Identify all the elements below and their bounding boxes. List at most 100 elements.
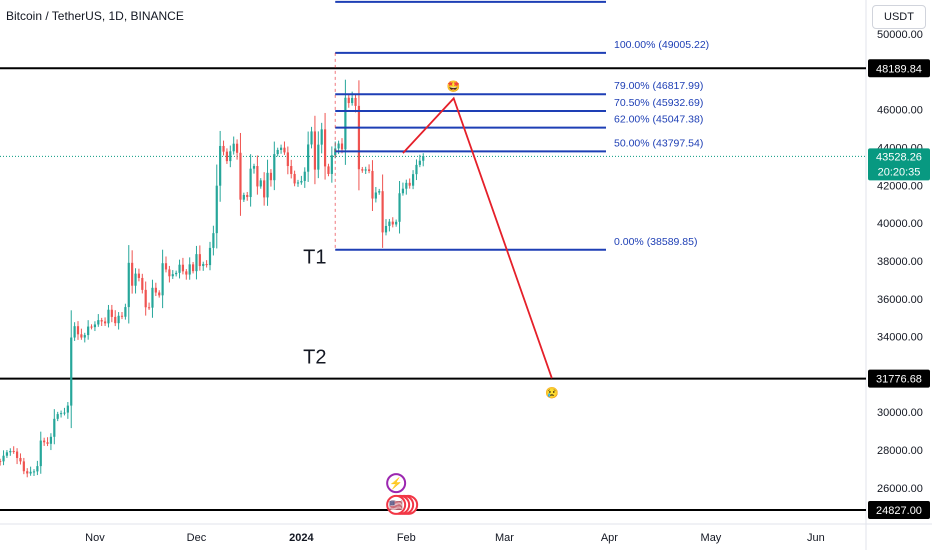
candle-body [296, 182, 300, 184]
candle-body [76, 326, 80, 335]
candle-body [229, 151, 232, 162]
emoji-marker: 😢 [545, 387, 559, 400]
candle-body [310, 131, 313, 145]
y-tick-label: 34000.00 [877, 332, 923, 344]
currency-unit-selector[interactable]: USDT [872, 5, 926, 29]
candle-body [378, 191, 381, 193]
event-marker-circle[interactable] [386, 473, 407, 494]
candle-body [151, 287, 154, 308]
price-level-tag-text: 31776.68 [876, 374, 922, 386]
candle-body [39, 440, 42, 467]
price-level-tag [868, 369, 930, 388]
candle-body [107, 309, 110, 324]
event-marker-circle[interactable] [386, 494, 407, 515]
candle-body [103, 321, 107, 324]
candle-body [171, 274, 174, 277]
candle-body [2, 455, 5, 462]
candle-body [131, 262, 134, 286]
candle-body [381, 191, 384, 233]
projection-path[interactable] [402, 96, 553, 379]
candle-body [222, 145, 225, 152]
candle-body [93, 324, 97, 328]
price-level-tag [868, 501, 930, 520]
x-tick-label: 2024 [289, 532, 314, 544]
candle-body [46, 442, 49, 444]
candle-body [320, 129, 323, 145]
candle-body [215, 185, 218, 234]
candle-body [367, 169, 371, 171]
candle-body [15, 451, 19, 458]
candle-body [19, 457, 22, 462]
candle-body [63, 412, 66, 414]
candle-body [117, 315, 120, 324]
candle-body [405, 182, 408, 189]
price-level-tag [868, 59, 930, 78]
x-tick-label: May [701, 532, 722, 544]
candle-body [313, 131, 317, 170]
fib-level-label: 100.00% (49005.22) [614, 39, 709, 51]
candle-body [49, 436, 53, 444]
candle-body [242, 194, 245, 200]
candle-body [208, 247, 212, 266]
candle-body [246, 194, 249, 198]
candle-body [273, 154, 276, 181]
chart-title: Bitcoin / TetherUS, 1D, BINANCE [6, 9, 184, 23]
candle-body [398, 193, 401, 222]
candle-body [357, 105, 361, 170]
candle-body [415, 164, 418, 175]
candle-body [154, 287, 157, 293]
fib-level-label: 79.00% (46817.99) [614, 80, 703, 92]
candle-body [256, 166, 259, 187]
candle-body [70, 337, 73, 406]
candle-body [144, 289, 147, 308]
candle-body [127, 262, 130, 308]
y-tick-label: 36000.00 [877, 294, 923, 306]
candle-body [188, 264, 191, 275]
candle-body [364, 169, 367, 171]
candle-body [249, 168, 252, 198]
price-level-tag-text: 48189.84 [876, 63, 922, 75]
y-tick-label: 26000.00 [877, 483, 923, 495]
candle-body [97, 320, 100, 325]
candle-body [300, 180, 303, 183]
y-tick-label: 40000.00 [877, 218, 923, 230]
candle-body [181, 264, 185, 272]
candle-body [110, 309, 113, 317]
candle-body [66, 405, 69, 413]
candle-body [340, 143, 344, 150]
candle-body [276, 149, 279, 155]
candle-body [323, 129, 327, 167]
candle-body [263, 180, 266, 198]
y-tick-label: 28000.00 [877, 445, 923, 457]
candle-body [286, 152, 289, 167]
candle-body [59, 413, 63, 415]
candle-body [168, 269, 171, 277]
candle-body [0, 461, 2, 463]
y-tick-label: 50000.00 [877, 29, 923, 41]
candle-body [337, 143, 340, 149]
x-tick-label: Mar [495, 532, 514, 544]
candle-body [29, 471, 32, 474]
candle-body [344, 97, 347, 150]
candle-body [83, 335, 86, 338]
x-tick-label: Jun [807, 532, 825, 544]
candle-body [371, 170, 374, 199]
emoji-marker: 🤩 [447, 80, 461, 93]
candle-body [158, 292, 161, 296]
candle-body [354, 97, 357, 106]
candle-body [259, 180, 262, 187]
fib-level-label: 70.50% (45932.69) [614, 97, 703, 109]
candle-body [347, 97, 350, 104]
candle-body [418, 160, 421, 165]
candle-body [235, 143, 239, 153]
candle-body [401, 188, 405, 194]
candle-body [330, 155, 333, 174]
fib-level-label: 0.00% (38589.85) [614, 236, 697, 248]
candle-body [317, 144, 320, 170]
annotation-label: T2 [303, 346, 326, 368]
candle-body [43, 440, 46, 443]
event-marker-icon: 🇺🇸 [389, 499, 403, 512]
bar-countdown-text: 20:20:35 [878, 166, 921, 178]
